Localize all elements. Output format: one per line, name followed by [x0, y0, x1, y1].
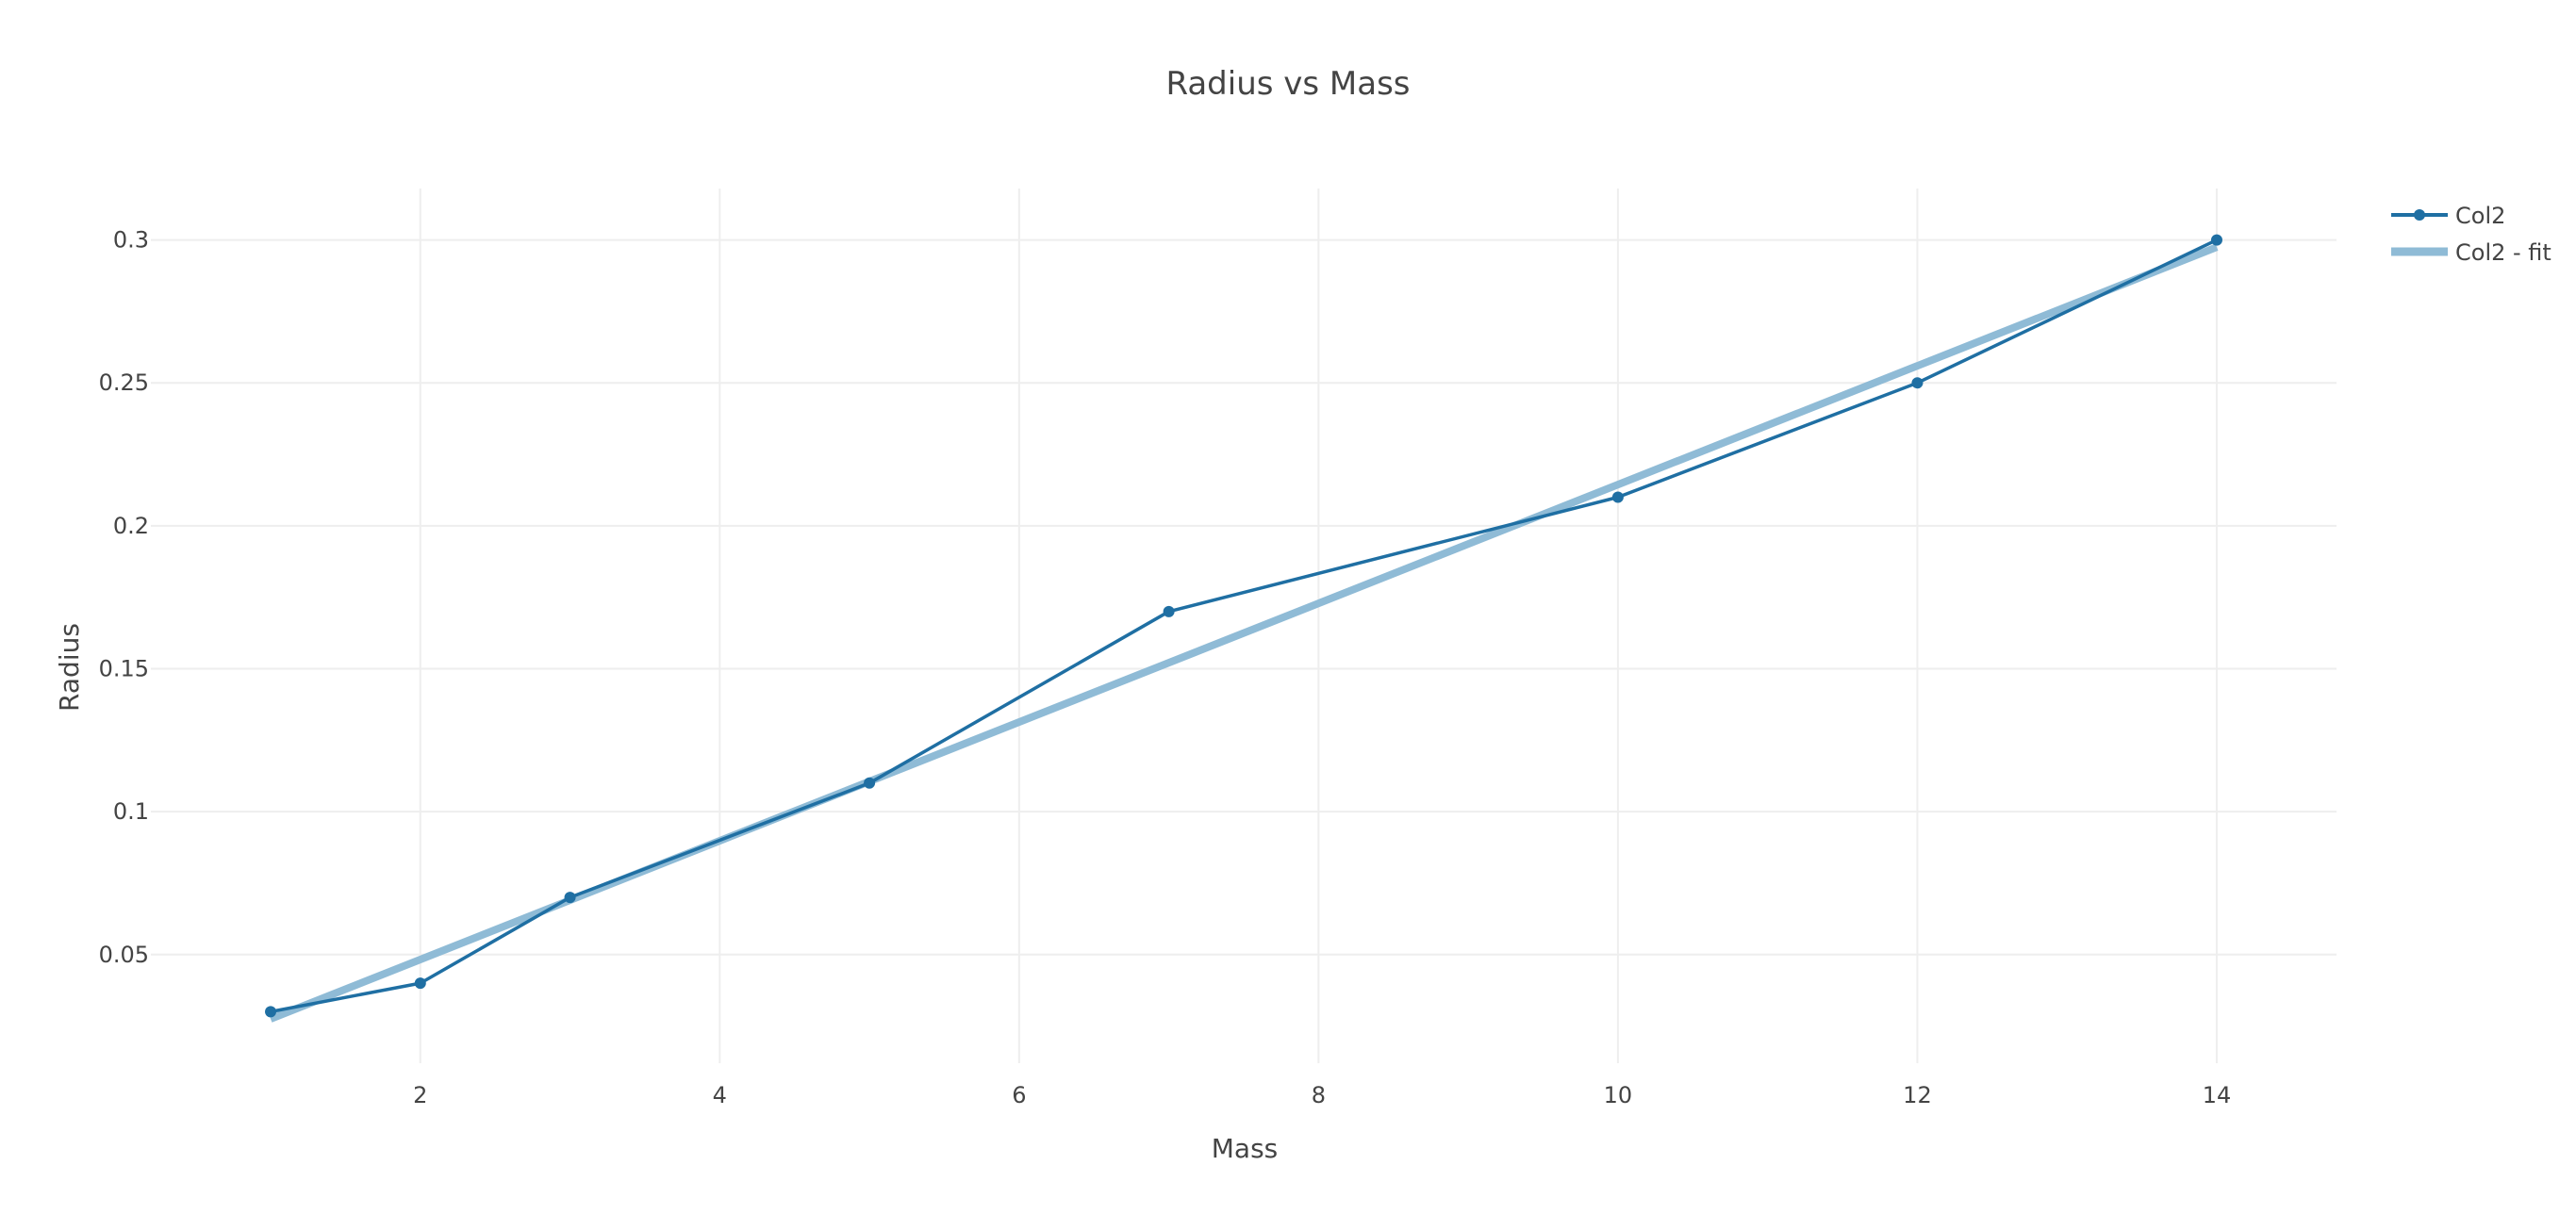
- legend-marker-col2: [2414, 209, 2425, 221]
- x-tick-label: 12: [1903, 1082, 1932, 1108]
- x-tick-label: 8: [1312, 1082, 1326, 1108]
- data-point-col2[interactable]: [864, 777, 876, 789]
- legend-label-col2-fit: Col2 - fit: [2455, 239, 2551, 266]
- data-point-col2[interactable]: [414, 977, 426, 990]
- x-tick-label: 6: [1012, 1082, 1026, 1108]
- series-line-col2: [270, 238, 2218, 1014]
- y-tick-label: 0.05: [99, 942, 149, 968]
- chart-title: Radius vs Mass: [1165, 65, 1410, 103]
- data-point-col2[interactable]: [1611, 491, 1624, 503]
- data-point-col2[interactable]: [265, 1006, 277, 1018]
- legend-item-col2-fit[interactable]: Col2 - fit: [2391, 239, 2551, 266]
- data-point-col2[interactable]: [1163, 605, 1175, 617]
- y-tick-label: 0.25: [99, 369, 149, 396]
- y-tick-labels: 0.05 0.1 0.15 0.2 0.25 0.3: [99, 227, 149, 968]
- series-line-col2-fit: [269, 243, 2219, 1023]
- x-tick-label: 14: [2203, 1082, 2232, 1108]
- x-gridlines: [419, 189, 2218, 1063]
- x-tick-label: 10: [1604, 1082, 1633, 1108]
- legend-item-col2[interactable]: Col2: [2391, 203, 2505, 229]
- x-tick-labels: 2 4 6 8 10 12 14: [413, 1082, 2231, 1108]
- x-axis-title: Mass: [1212, 1133, 1279, 1164]
- legend-label-col2: Col2: [2455, 203, 2505, 229]
- data-point-col2[interactable]: [2210, 234, 2222, 246]
- y-tick-label: 0.3: [113, 227, 149, 254]
- data-point-col2[interactable]: [1911, 377, 1924, 389]
- data-point-col2[interactable]: [564, 892, 576, 904]
- y-axis-title: Radius: [54, 623, 85, 712]
- y-tick-label: 0.2: [113, 513, 149, 539]
- y-gridlines: [151, 238, 2337, 956]
- y-tick-label: 0.1: [113, 798, 149, 825]
- legend: Col2 Col2 - fit: [2391, 203, 2551, 266]
- x-tick-label: 2: [413, 1082, 427, 1108]
- y-tick-label: 0.15: [99, 655, 149, 681]
- series-layer: [265, 234, 2222, 1023]
- x-tick-label: 4: [713, 1082, 727, 1108]
